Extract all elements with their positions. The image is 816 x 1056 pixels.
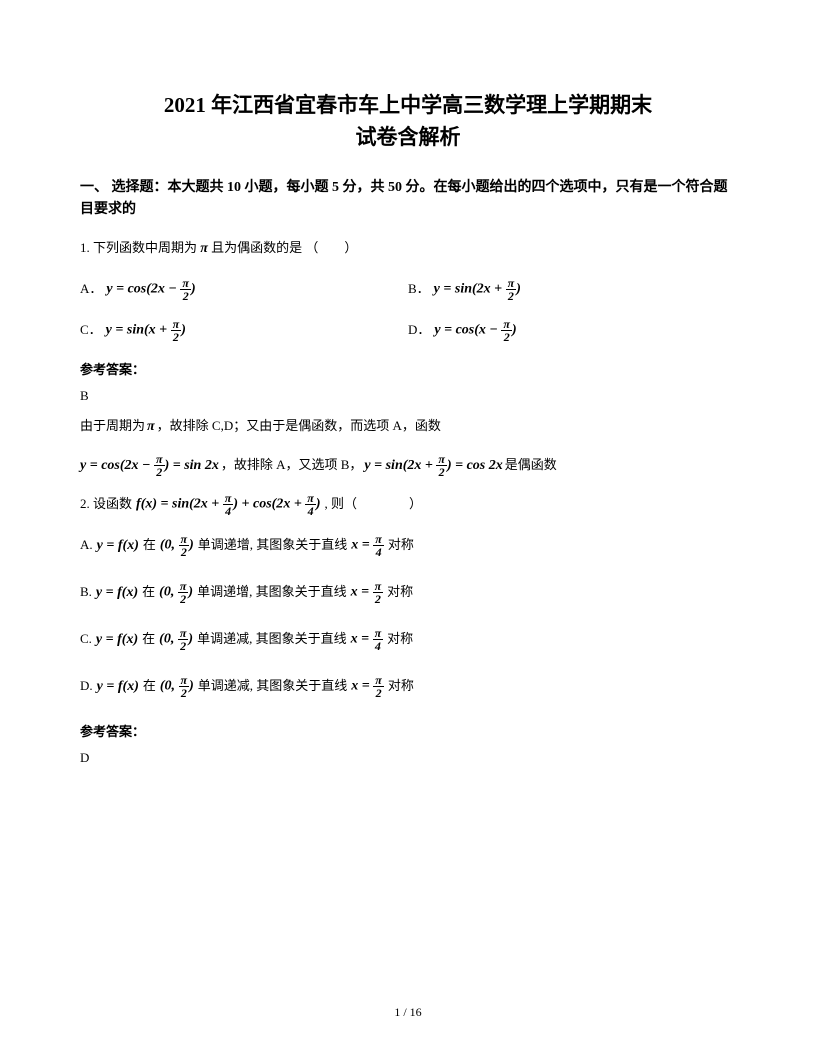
q2-b-p4: 对称 [387, 581, 413, 600]
q2-d-line: x = π2 [351, 674, 384, 699]
q2-stem: 2. 设函数 f(x) = sin(2x + π4) + cos(2x + π4… [80, 492, 736, 517]
q1-option-c: C． y = sin(x + π2) [80, 318, 408, 343]
q1-exp-p2suffix: 是偶函数 [505, 453, 557, 476]
q2-b-p3: 单调递增, 其图象关于直线 [197, 581, 347, 600]
q1-opt-d-label: D． [408, 319, 430, 338]
q1-answer-letter: B [80, 388, 736, 404]
q2-a-interval: (0, π2) [160, 533, 194, 558]
q2-b-fx: y = f(x) [96, 585, 138, 601]
q1-stem-pi: π [200, 241, 208, 256]
q2-answer-label: 参考答案： [80, 721, 736, 740]
q1-exp-p2mid: ，故排除 A，又选项 B， [221, 453, 363, 476]
q1-opt-a-formula: y = cos(2x − π2) [106, 277, 195, 302]
q2-c-interval: (0, π2) [159, 627, 193, 652]
q1-option-d: D． y = cos(x − π2) [408, 318, 736, 343]
q1-opt-d-formula: y = cos(x − π2) [434, 318, 516, 343]
q1-explanation-line1: 由于周期为 π ，故排除 C,D；又由于是偶函数，而选项 A，函数 [80, 414, 736, 439]
q2-b-line: x = π2 [351, 580, 384, 605]
q1-stem-suffix: 且为偶函数的是 （ ） [211, 240, 357, 255]
q2-d-p3: 单调递减, 其图象关于直线 [198, 675, 348, 694]
q2-option-d: D. y = f(x) 在 (0, π2) 单调递减, 其图象关于直线 x = … [80, 674, 736, 699]
q2-stem-suffix: , 则（ ） [325, 493, 423, 512]
q2-stem-prefix: 2. 设函数 [80, 493, 132, 512]
q2-d-interval: (0, π2) [160, 674, 194, 699]
q2-c-p2: 在 [142, 628, 155, 647]
q1-opt-a-label: A． [80, 278, 102, 297]
q2-b-p2: 在 [142, 581, 155, 600]
page-number: 1 / 16 [0, 1005, 816, 1020]
q1-exp-mid: ，故排除 C,D；又由于是偶函数，而选项 A，函数 [157, 414, 441, 437]
q2-c-fx: y = f(x) [96, 632, 138, 648]
q1-opt-c-formula: y = sin(x + π2) [106, 318, 186, 343]
q1-opt-b-formula: y = sin(2x + π2) [434, 277, 521, 302]
q2-option-b: B. y = f(x) 在 (0, π2) 单调递增, 其图象关于直线 x = … [80, 580, 736, 605]
q2-d-p2: 在 [143, 675, 156, 694]
q2-c-p3: 单调递减, 其图象关于直线 [197, 628, 347, 647]
exam-title: 2021 年江西省宜春市车上中学高三数学理上学期期末 试卷含解析 [80, 90, 736, 153]
q2-b-label: B. [80, 584, 92, 600]
q1-options-row2: C． y = sin(x + π2) D． y = cos(x − π2) [80, 318, 736, 343]
q2-option-c: C. y = f(x) 在 (0, π2) 单调递减, 其图象关于直线 x = … [80, 627, 736, 652]
q2-a-p2: 在 [143, 534, 156, 553]
title-line2: 试卷含解析 [356, 125, 461, 149]
q1-opt-b-label: B． [408, 278, 430, 297]
q2-a-line: x = π4 [351, 533, 384, 558]
q2-d-fx: y = f(x) [97, 679, 139, 695]
q2-a-label: A. [80, 537, 93, 553]
q2-b-interval: (0, π2) [159, 580, 193, 605]
q1-exp-pi: π [147, 414, 155, 439]
q2-option-a: A. y = f(x) 在 (0, π2) 单调递增, 其图象关于直线 x = … [80, 533, 736, 558]
q1-explanation-line2: y = cos(2x − π2) = sin 2x ，故排除 A，又选项 B， … [80, 453, 736, 478]
q2-c-line: x = π4 [351, 627, 384, 652]
q2-a-p4: 对称 [388, 534, 414, 553]
q1-options-row1: A． y = cos(2x − π2) B． y = sin(2x + π2) [80, 277, 736, 302]
q2-a-p3: 单调递增, 其图象关于直线 [198, 534, 348, 553]
q2-c-p4: 对称 [387, 628, 413, 647]
q1-stem-prefix: 1. 下列函数中周期为 [80, 240, 197, 255]
q1-opt-c-label: C． [80, 319, 102, 338]
q1-stem: 1. 下列函数中周期为 π 且为偶函数的是 （ ） [80, 236, 736, 261]
q2-d-p4: 对称 [388, 675, 414, 694]
q1-option-b: B． y = sin(2x + π2) [408, 277, 736, 302]
section-header: 一、 选择题：本大题共 10 小题，每小题 5 分，共 50 分。在每小题给出的… [80, 177, 736, 222]
q2-stem-formula: f(x) = sin(2x + π4) + cos(2x + π4) [136, 492, 321, 517]
title-line1: 2021 年江西省宜春市车上中学高三数学理上学期期末 [164, 93, 652, 117]
q2-a-fx: y = f(x) [97, 538, 139, 554]
q1-answer-label: 参考答案： [80, 359, 736, 378]
q2-d-label: D. [80, 678, 93, 694]
q1-exp-f2: y = sin(2x + π2) = cos 2x [364, 453, 502, 478]
q2-c-label: C. [80, 631, 92, 647]
q1-exp-f1: y = cos(2x − π2) = sin 2x [80, 453, 219, 478]
q1-option-a: A． y = cos(2x − π2) [80, 277, 408, 302]
q1-exp-p1: 由于周期为 [80, 414, 145, 437]
q2-answer-letter: D [80, 750, 736, 766]
